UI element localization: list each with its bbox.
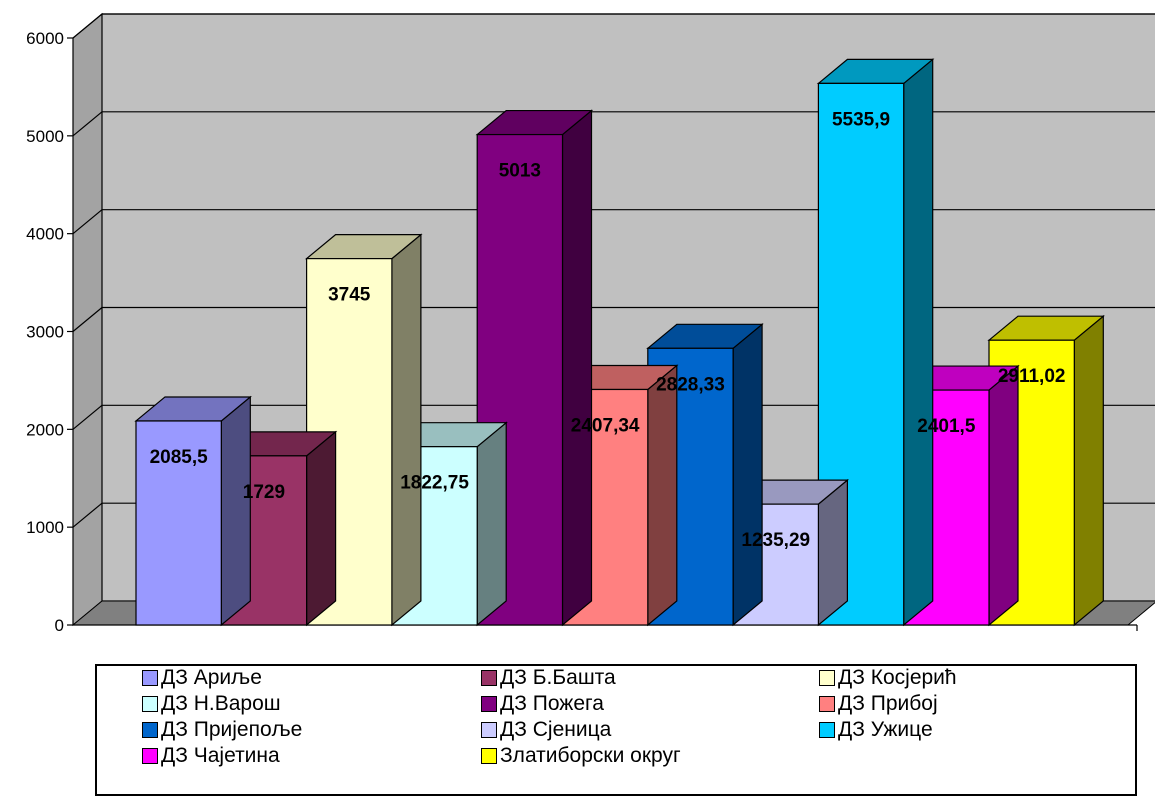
legend-swatch <box>819 722 835 738</box>
legend-swatch <box>142 748 158 764</box>
legend-label: ДЗ Сјеница <box>500 718 612 741</box>
y-tick-label: 4000 <box>26 225 64 244</box>
y-tick-label: 6000 <box>26 29 64 48</box>
legend-swatch <box>142 722 158 738</box>
legend-item: ДЗ Ужице <box>819 718 933 742</box>
legend-swatch <box>481 748 497 764</box>
bar-side <box>647 364 678 627</box>
data-labels: 2085,5 1729 3745 1822,75 5013 2407,34 2828,33 1… <box>150 109 1066 551</box>
bar-side <box>988 364 1019 627</box>
gridline-depth <box>72 404 103 430</box>
legend-label: ДЗ Пожега <box>500 692 604 715</box>
legend: ДЗ Ариље ДЗ Б.Башта ДЗ Косјерић ДЗ Н.Варош Д… <box>95 664 1137 796</box>
y-tick-label: 3000 <box>26 323 64 342</box>
bar-side <box>732 323 763 627</box>
gridline-depth <box>72 111 103 137</box>
data-label: 2407,34 <box>571 415 640 436</box>
bar <box>731 478 850 627</box>
legend-swatch <box>142 696 158 712</box>
legend-label: ДЗ Прибој <box>838 692 938 715</box>
legend-label: ДЗ Ариље <box>161 666 262 689</box>
bar-chart: 0 1000 2000 3000 4000 5000 6000 2085,5 1729 3745… <box>26 12 1155 635</box>
legend-item: ДЗ Ариље <box>142 666 262 690</box>
legend-item: ДЗ Пожега <box>481 692 604 716</box>
bar-side <box>817 478 849 627</box>
data-label: 5535,9 <box>832 109 890 130</box>
data-label: 3745 <box>328 285 371 306</box>
legend-label: ДЗ Б.Башта <box>500 666 616 689</box>
legend-label: ДЗ Косјерић <box>838 666 957 689</box>
legend-label: ДЗ Чајетина <box>161 744 280 767</box>
data-label: 2911,02 <box>998 366 1066 387</box>
y-tick-label: 0 <box>55 616 64 635</box>
data-label: 1822,75 <box>400 473 469 494</box>
legend-swatch <box>142 670 158 686</box>
legend-swatch <box>819 670 835 686</box>
bar-side <box>476 421 507 627</box>
bars <box>134 58 1105 627</box>
legend-item: ДЗ Чајетина <box>142 744 280 768</box>
legend-label: Златиборски округ <box>500 744 681 767</box>
legend-item: Златиборски округ <box>481 744 681 768</box>
bar-side <box>903 58 934 627</box>
y-tick-label: 5000 <box>26 127 64 146</box>
legend-swatch <box>819 696 835 712</box>
bar <box>134 395 252 627</box>
bar-side <box>561 109 593 627</box>
gridline-depth <box>72 307 103 332</box>
bar <box>475 109 594 627</box>
data-label: 1235,29 <box>741 530 810 551</box>
legend-item: ДЗ Б.Башта <box>481 666 616 690</box>
legend-item: ДЗ Н.Варош <box>142 692 281 716</box>
legend-swatch <box>481 722 497 738</box>
bar-side <box>391 233 422 627</box>
legend-item: ДЗ Сјеница <box>481 718 611 742</box>
data-label: 1729 <box>243 482 285 503</box>
gridline-depth <box>72 13 103 39</box>
data-label: 2085,5 <box>150 447 209 468</box>
data-label: 2401,5 <box>917 416 976 437</box>
legend-item: ДЗ Косјерић <box>819 666 957 690</box>
bar-front <box>135 420 222 626</box>
y-tick-label: 1000 <box>26 518 64 537</box>
legend-item: ДЗ Прибој <box>819 692 938 716</box>
gridline-depth <box>72 209 103 235</box>
legend-label: ДЗ Ужице <box>838 718 933 741</box>
bar-side <box>220 395 251 627</box>
bar-side <box>1073 314 1104 627</box>
legend-item: ДЗ Пријепоље <box>142 718 302 742</box>
legend-label: ДЗ Н.Варош <box>161 692 281 715</box>
y-tick-label: 2000 <box>26 420 64 439</box>
legend-label: ДЗ Пријепоље <box>161 718 303 741</box>
data-label: 2828,33 <box>656 374 725 395</box>
legend-swatch <box>481 670 497 686</box>
legend-swatch <box>481 696 497 712</box>
bar-side <box>306 430 337 627</box>
data-label: 5013 <box>499 161 541 182</box>
gridline-depth <box>72 502 103 528</box>
